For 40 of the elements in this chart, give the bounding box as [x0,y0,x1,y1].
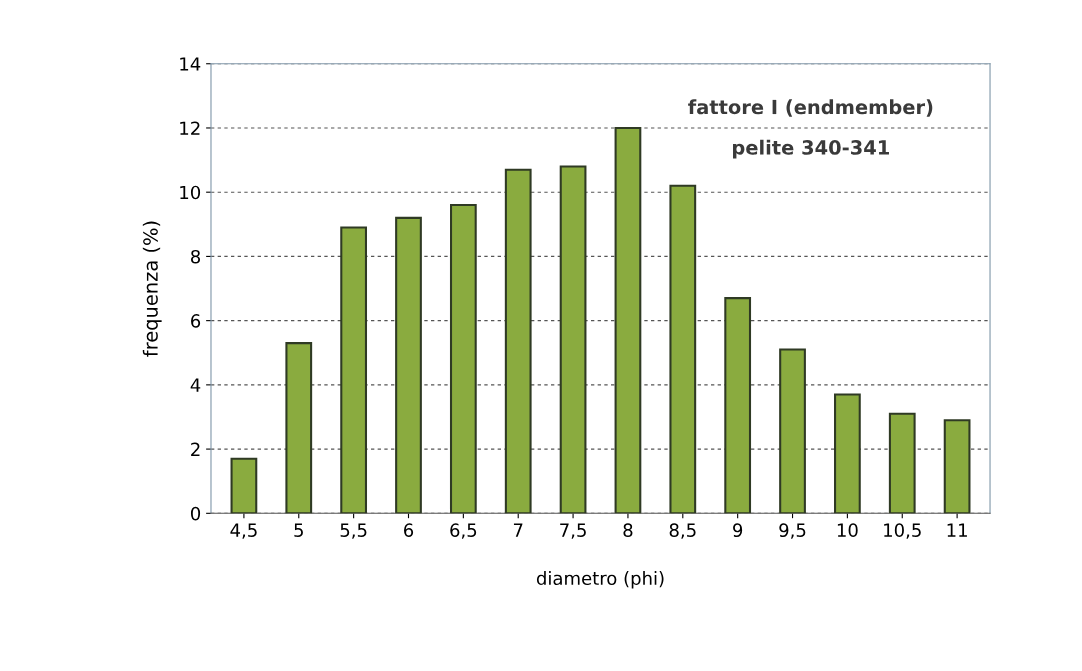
y-tick-label: 4 [190,378,201,392]
bar [230,457,258,514]
bar [779,348,806,514]
x-tick-label: 10 [837,523,858,538]
bar [395,216,422,514]
x-tick-label: 8 [623,523,633,538]
bar [559,165,587,514]
bar [449,204,477,514]
x-tick-label: 6 [404,523,414,538]
x-tick-label: 6,5 [450,523,477,539]
x-tick-label: 9,5 [779,523,806,539]
x-tick-label: 11 [947,523,967,537]
y-tick-label: 2 [191,442,200,456]
bar [943,419,971,514]
x-axis-title: diametro (phi) [536,571,664,589]
bar [834,393,861,514]
y-tick-label: 12 [180,121,200,135]
x-tick-label: 4,5 [230,523,257,539]
y-tick-label: 8 [191,249,201,264]
x-tick-label: 9 [733,523,743,538]
x-tick-label: 5 [294,523,303,538]
y-tick-label: 14 [180,57,201,71]
bar [340,226,368,514]
y-tick-label: 6 [191,314,201,328]
annotation: pelite 340-341 [733,139,889,159]
bar [669,184,697,514]
bar [285,342,313,514]
annotation: fattore I (endmember) [688,99,933,117]
bar [504,168,532,514]
x-tick-label: 10,5 [884,523,921,539]
y-tick-label: 10 [180,185,201,200]
y-axis-title: frequenza (%) [142,221,162,357]
bar [614,126,642,514]
x-tick-label: 7,5 [560,523,586,539]
x-tick-label: 7 [513,523,523,537]
bar [888,412,916,514]
bar [724,297,752,514]
x-tick-label: 5,5 [340,523,367,539]
y-tick-label: 0 [190,506,201,521]
x-tick-label: 8,5 [669,523,696,539]
